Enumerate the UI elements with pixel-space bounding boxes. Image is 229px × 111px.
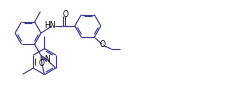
- Text: O: O: [39, 59, 44, 68]
- Text: O: O: [99, 40, 105, 49]
- Text: O: O: [63, 10, 68, 19]
- Text: HN: HN: [44, 21, 56, 30]
- Text: N: N: [44, 55, 49, 64]
